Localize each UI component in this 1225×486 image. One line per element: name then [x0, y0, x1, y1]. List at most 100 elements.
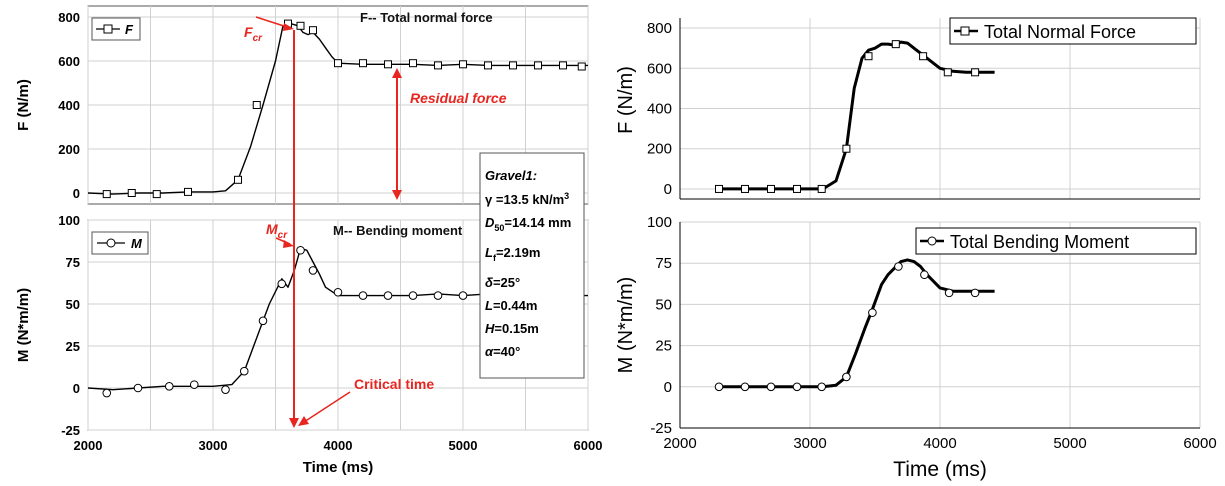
data-point-circle [221, 385, 230, 394]
data-point-circle [277, 279, 287, 289]
left-top-legend-label: F [125, 22, 134, 37]
series-line-total-normal-force [719, 40, 995, 191]
y-tick-label: 100 [58, 213, 80, 228]
data-point-square [334, 59, 342, 68]
x-tick-label: 6000 [574, 438, 603, 453]
y-tick-label: -25 [650, 420, 672, 437]
y-tick-label: 800 [58, 10, 80, 25]
data-point-circle [894, 262, 903, 271]
right-bottom-ylabel: M (N*m/m) [615, 277, 637, 374]
data-point-circle [102, 388, 112, 398]
info-L: L=0.44m [485, 298, 537, 313]
data-point-circle [308, 266, 318, 275]
info-material: Gravel1: [485, 168, 537, 183]
y-tick-label: 0 [73, 186, 80, 201]
data-point-circle [383, 291, 393, 300]
data-point-circle [408, 291, 418, 300]
data-point-circle [164, 382, 174, 391]
data-point-circle [970, 288, 980, 298]
info-alpha: α=40° [485, 344, 520, 359]
right-bottom-panel: -25 0 25 50 75 100 2000 3000 4000 5000 6000 Total … [615, 214, 1217, 481]
x-tick-label: 6000 [1183, 435, 1216, 452]
fcr-label: Fcr [244, 24, 263, 44]
data-point-square [252, 101, 261, 109]
data-point-square [971, 68, 980, 77]
data-point-square [234, 175, 242, 184]
left-top-ylabel: F (N/m) [15, 79, 32, 131]
data-point-circle [920, 270, 929, 280]
left-bottom-title: M-- Bending moment [333, 223, 463, 238]
y-tick-label: 200 [647, 141, 672, 158]
data-point-square [817, 184, 826, 193]
data-point-circle [817, 382, 827, 392]
y-tick-label: 75 [66, 255, 80, 270]
residual-label: Residual force [410, 90, 507, 106]
data-point-circle [792, 382, 802, 392]
x-tick-label: 4000 [923, 435, 956, 452]
data-point-square [577, 62, 586, 71]
y-tick-label: 100 [647, 214, 672, 231]
y-tick-label: 25 [655, 338, 672, 355]
data-point-circle [189, 380, 199, 389]
data-point-square [127, 189, 136, 197]
y-tick-label: 400 [647, 101, 672, 118]
data-point-circle [842, 372, 851, 382]
data-point-circle [868, 308, 877, 317]
x-tick-label: 2000 [663, 435, 696, 452]
data-point-square [509, 61, 517, 70]
y-tick-label: 600 [58, 54, 80, 69]
series-line-total-bending-moment [719, 258, 995, 389]
x-tick-label: 5000 [449, 438, 478, 453]
data-point-square [715, 184, 723, 193]
data-point-circle [133, 383, 143, 393]
right-top-panel: 0 200 400 600 800 Total Normal Force F (N/m) [615, 17, 1201, 200]
data-point-circle [714, 382, 724, 392]
data-point-circle [333, 287, 343, 297]
x-tick-label: 3000 [199, 438, 228, 453]
info-box: Gravel1: γ =13.5 kN/m3 D50=14.14 mm Lf=2… [479, 152, 585, 379]
data-point-square [384, 60, 392, 69]
info-d50: D50=14.14 mm [485, 215, 571, 233]
data-point-square [434, 61, 442, 70]
data-point-square [184, 187, 192, 196]
data-point-square [459, 60, 467, 69]
data-point-square [484, 61, 492, 70]
y-tick-label: 0 [664, 379, 672, 396]
data-point-square [741, 184, 749, 193]
data-point-square [919, 52, 928, 61]
info-H: H=0.15m [485, 321, 539, 336]
data-point-circle [239, 366, 249, 376]
y-tick-label: -25 [61, 423, 80, 438]
data-point-square [864, 52, 873, 61]
data-point-square [309, 26, 317, 35]
y-tick-label: 800 [647, 20, 672, 37]
data-point-square [559, 61, 567, 70]
right-bottom-legend [915, 227, 1197, 255]
data-point-square [359, 59, 367, 68]
critical-time-label: Critical time [354, 376, 434, 392]
right-bottom-xlabel: Time (ms) [893, 458, 987, 481]
left-top-title: F-- Total normal force [360, 10, 493, 25]
y-tick-label: 25 [66, 339, 80, 354]
y-tick-label: 50 [66, 297, 80, 312]
data-point-square [296, 21, 305, 30]
data-point-square [534, 61, 542, 70]
left-top-panel: 0 200 400 600 800 F-- Total normal force F F… [15, 5, 589, 205]
left-bottom-xlabel: Time (ms) [303, 459, 374, 476]
info-gamma: γ =13.5 kN/m3 [485, 191, 569, 207]
x-tick-label: 4000 [324, 438, 353, 453]
data-point-circle [258, 316, 268, 326]
legend-square-marker [103, 24, 113, 34]
data-point-square [793, 184, 801, 193]
data-point-circle [740, 382, 750, 392]
data-point-square [943, 68, 952, 77]
x-tick-label: 3000 [793, 435, 826, 452]
series-line-m [87, 247, 588, 391]
mcr-label: Mcr [266, 221, 288, 241]
data-point-circle [433, 291, 443, 300]
data-point-square [409, 59, 417, 68]
info-delta: δ=25° [485, 275, 520, 290]
data-point-circle [766, 382, 776, 392]
legend-circle-marker [106, 238, 116, 248]
